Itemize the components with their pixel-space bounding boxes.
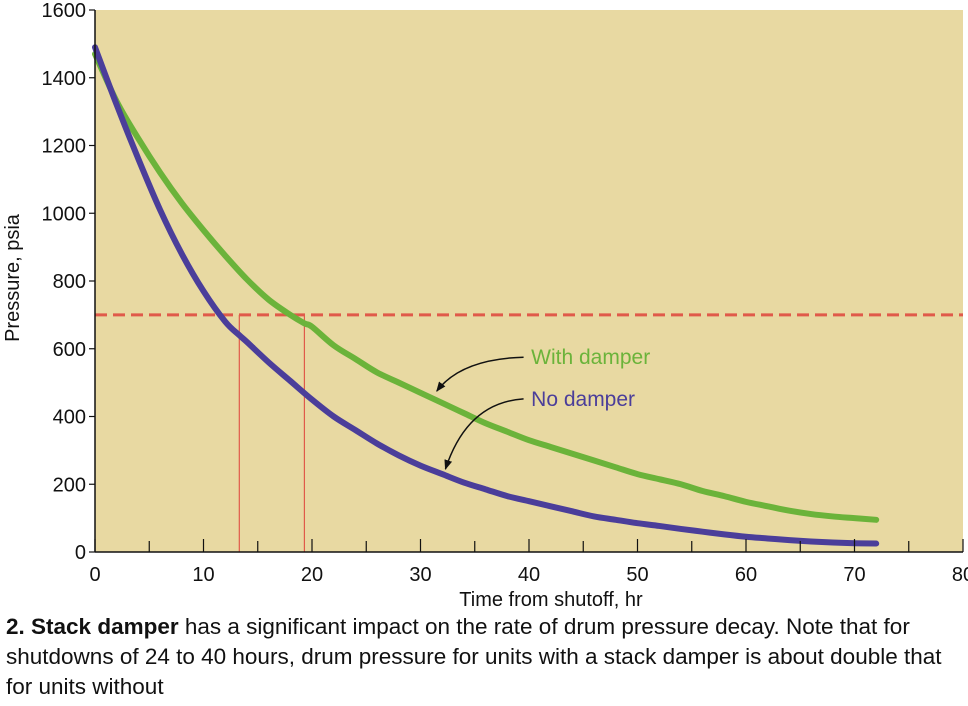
annotation-label-no-damper: No damper	[531, 388, 635, 411]
caption-text: has a significant impact on the rate of …	[6, 614, 942, 699]
x-tick-label-80: 80	[952, 564, 968, 586]
annotation-arrow-with-damper	[436, 356, 524, 392]
plot-area	[95, 10, 963, 552]
annotation-arrow-no-damper	[444, 398, 524, 470]
x-tick-label-60: 60	[735, 564, 757, 586]
x-tick-label-40: 40	[518, 564, 540, 586]
y-tick-label-600: 600	[53, 339, 86, 361]
x-tick-label-50: 50	[626, 564, 648, 586]
y-tick-label-1600: 1600	[42, 0, 87, 22]
x-tick-label-30: 30	[409, 564, 431, 586]
y-tick-label-1400: 1400	[42, 68, 87, 90]
x-tick-label-20: 20	[301, 564, 323, 586]
x-tick-label-70: 70	[843, 564, 865, 586]
x-axis-title: Time from shutoff, hr	[459, 589, 643, 611]
x-tick-label-0: 0	[89, 564, 100, 586]
caption-bold: Stack damper	[31, 614, 179, 639]
caption-title: 2. Stack damper	[6, 614, 179, 639]
caption-number: 2.	[6, 614, 32, 639]
annotation-label-with-damper: With damper	[531, 346, 650, 369]
y-tick-label-200: 200	[53, 474, 86, 496]
y-tick-label-400: 400	[53, 407, 86, 429]
y-tick-label-0: 0	[75, 542, 86, 564]
series-line-no-damper	[92, 44, 880, 547]
y-tick-label-800: 800	[53, 271, 86, 293]
y-axis-title: Pressure, psia	[2, 213, 24, 342]
figure-caption: 2. Stack damper has a significant impact…	[6, 612, 966, 702]
x-tick-label-10: 10	[192, 564, 214, 586]
y-tick-label-1200: 1200	[42, 136, 87, 158]
y-tick-label-1000: 1000	[42, 203, 87, 225]
